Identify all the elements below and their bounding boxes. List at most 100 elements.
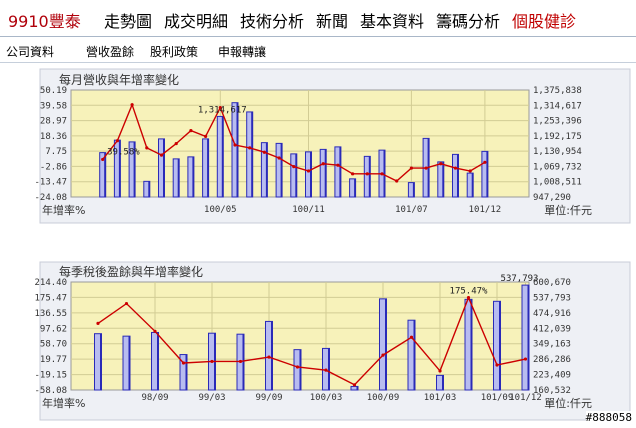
line-point bbox=[204, 134, 208, 138]
right-tick-label: 286,286 bbox=[533, 355, 571, 365]
line-point bbox=[238, 359, 243, 364]
line-point bbox=[483, 160, 487, 164]
right-tick-label: 349,163 bbox=[533, 340, 571, 350]
line-point bbox=[153, 329, 157, 333]
line-point bbox=[495, 363, 499, 367]
subnav-transfer[interactable]: 申報轉讓 bbox=[218, 45, 267, 59]
left-tick-label: -58.08 bbox=[34, 386, 67, 396]
line-point bbox=[439, 162, 443, 166]
bar-edge bbox=[457, 154, 459, 197]
left-axis-label: 年增率% bbox=[42, 203, 85, 217]
nav-technical[interactable]: 技術分析 bbox=[240, 12, 305, 31]
line-point bbox=[233, 143, 237, 147]
bar-edge bbox=[356, 386, 358, 390]
right-tick-label: 1,192,175 bbox=[533, 132, 582, 142]
nav-divider bbox=[0, 36, 636, 37]
left-tick-label: 58.70 bbox=[40, 340, 67, 350]
bar-edge bbox=[295, 153, 297, 197]
right-axis-label: 單位:仟元 bbox=[544, 203, 592, 217]
line-point bbox=[468, 169, 472, 173]
line-point bbox=[321, 162, 325, 166]
right-tick-label: 1,253,396 bbox=[533, 117, 582, 127]
bar-edge bbox=[221, 116, 224, 197]
bar-edge bbox=[385, 298, 387, 390]
bar-edge bbox=[413, 320, 415, 390]
bar-edge bbox=[148, 181, 150, 197]
bar-edge bbox=[499, 301, 501, 390]
bar-edge bbox=[339, 146, 341, 197]
bar-edge bbox=[442, 375, 444, 390]
line-point bbox=[248, 146, 252, 150]
chart-title: 每月營收與年增率變化 bbox=[59, 72, 179, 87]
bar-edge bbox=[177, 158, 180, 197]
line-point bbox=[174, 141, 178, 146]
line-point bbox=[115, 139, 119, 143]
bar-edge bbox=[442, 161, 444, 197]
bar-edge bbox=[242, 334, 244, 390]
nav-basic[interactable]: 基本資料 bbox=[360, 12, 425, 31]
bar-edge bbox=[328, 348, 330, 390]
left-tick-label: -13.47 bbox=[34, 178, 67, 188]
line-point bbox=[409, 166, 413, 170]
subnav-dividend[interactable]: 股利政策 bbox=[150, 45, 199, 59]
subnav-divider bbox=[0, 62, 636, 63]
left-tick-label: 97.62 bbox=[40, 324, 67, 334]
line-point bbox=[262, 150, 266, 154]
line-point bbox=[181, 361, 186, 365]
nav-chips[interactable]: 籌碼分析 bbox=[436, 12, 501, 31]
line-point bbox=[306, 169, 311, 173]
line-point bbox=[267, 355, 271, 359]
left-tick-label: 28.97 bbox=[40, 117, 67, 127]
line-point bbox=[277, 156, 281, 160]
bar-edge bbox=[185, 354, 187, 390]
bar-edge bbox=[251, 111, 253, 197]
right-tick-label: 1,375,838 bbox=[533, 86, 582, 96]
data-label: 175.47% bbox=[450, 287, 489, 297]
line-point bbox=[352, 383, 357, 387]
bar-edge bbox=[133, 141, 136, 197]
bar-edge bbox=[354, 178, 356, 197]
line-point bbox=[424, 166, 428, 170]
right-axis-label: 單位:仟元 bbox=[544, 396, 592, 410]
bar-edge bbox=[527, 285, 529, 390]
x-tick-label: 101/07 bbox=[395, 205, 428, 215]
nav-stock-name[interactable]: 9910豐泰 bbox=[8, 12, 81, 31]
line-point bbox=[453, 166, 458, 170]
top-nav: 9910豐泰 走勢圖 成交明細 技術分析 新聞 基本資料 籌碼分析 個股健診 bbox=[0, 0, 636, 36]
bar-edge bbox=[299, 349, 301, 390]
nav-news[interactable]: 新聞 bbox=[316, 12, 349, 31]
watermark: #888058 bbox=[585, 411, 632, 424]
left-tick-label: -2.86 bbox=[40, 162, 67, 172]
right-tick-label: 600,670 bbox=[533, 278, 571, 288]
bar-edge bbox=[192, 156, 194, 197]
subnav-company[interactable]: 公司資料 bbox=[6, 45, 55, 59]
line-point bbox=[351, 172, 355, 176]
right-tick-label: 947,290 bbox=[533, 193, 571, 203]
x-tick-label: 101/12 bbox=[469, 205, 502, 215]
right-tick-label: 537,793 bbox=[533, 293, 571, 303]
line-point bbox=[210, 359, 214, 364]
bar-edge bbox=[280, 143, 283, 197]
x-tick-label: 100/11 bbox=[292, 205, 325, 215]
line-point bbox=[365, 172, 369, 176]
right-tick-label: 1,069,732 bbox=[533, 162, 582, 172]
line-point bbox=[292, 165, 296, 169]
left-tick-label: 50.19 bbox=[40, 86, 67, 96]
bar-edge bbox=[163, 138, 165, 197]
line-point bbox=[130, 103, 134, 107]
right-tick-label: 160,532 bbox=[533, 386, 571, 396]
nav-diagnosis[interactable]: 個股健診 bbox=[512, 12, 577, 31]
nav-trend[interactable]: 走勢圖 bbox=[104, 12, 153, 31]
bar-edge bbox=[368, 156, 371, 197]
x-tick-label: 100/09 bbox=[367, 393, 400, 403]
left-tick-label: 214.40 bbox=[34, 278, 67, 288]
left-tick-label: 136.55 bbox=[34, 309, 67, 319]
bar-edge bbox=[100, 333, 102, 390]
bar-edge bbox=[118, 140, 121, 197]
bar-edge bbox=[157, 332, 159, 390]
x-tick-label: 99/03 bbox=[198, 393, 225, 403]
subnav-revenue[interactable]: 營收盈餘 bbox=[86, 45, 135, 59]
nav-trades[interactable]: 成交明細 bbox=[164, 12, 229, 31]
left-tick-label: 7.75 bbox=[45, 147, 67, 157]
